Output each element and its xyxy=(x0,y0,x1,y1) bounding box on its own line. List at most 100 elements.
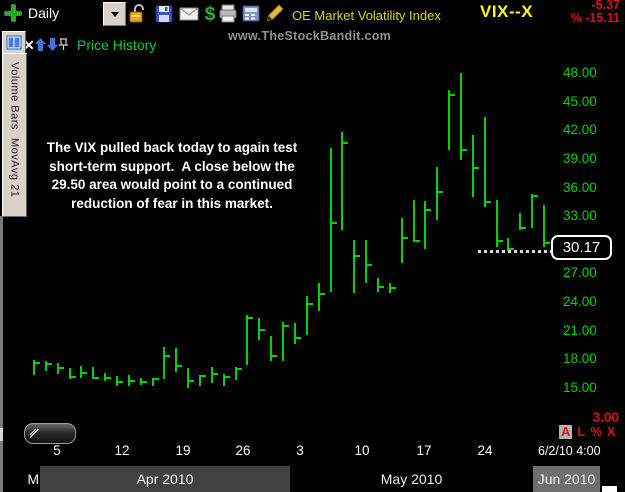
price-bar xyxy=(80,366,82,379)
annotation-line: The VIX pulled back today to again test xyxy=(46,140,298,155)
month-band: M xyxy=(27,471,39,487)
price-bar xyxy=(401,218,403,263)
close-scale-button[interactable]: X xyxy=(606,424,616,439)
close-tick xyxy=(545,242,550,245)
price-bar xyxy=(507,238,509,252)
close-tick xyxy=(260,328,265,331)
close-tick xyxy=(118,381,123,384)
price-bar xyxy=(45,361,47,371)
close-tick xyxy=(521,226,526,229)
tab-volume-bars[interactable]: Volume Bars xyxy=(8,62,21,130)
calculator-icon[interactable] xyxy=(241,3,261,24)
close-tick xyxy=(272,354,277,357)
save-icon[interactable] xyxy=(154,3,174,24)
dollar-icon[interactable]: $ xyxy=(200,3,220,24)
price-bar xyxy=(377,278,379,293)
close-tick xyxy=(47,363,52,366)
panes-button[interactable] xyxy=(2,31,26,54)
close-tick xyxy=(509,247,514,250)
last-bar-timestamp: 6/2/10 4:00 xyxy=(538,444,601,458)
price-bar xyxy=(330,148,332,292)
month-band: Apr 2010 xyxy=(40,466,290,492)
close-tick xyxy=(94,376,99,379)
y-axis-label: 42.00 xyxy=(563,122,597,137)
price-bar xyxy=(187,367,189,388)
price-bar xyxy=(282,322,284,362)
close-tick xyxy=(71,375,76,378)
price-bar xyxy=(92,367,94,380)
close-tick xyxy=(426,209,431,212)
price-bar xyxy=(496,199,498,247)
instrument-title: OE Market Volatility Index xyxy=(292,8,441,23)
close-tick xyxy=(248,317,253,320)
close-tick xyxy=(438,191,443,194)
price-bar xyxy=(258,318,260,341)
close-tick xyxy=(237,367,242,370)
panes-icon xyxy=(6,35,22,50)
close-tick xyxy=(332,221,337,224)
close-tick xyxy=(308,303,313,305)
move-up-icon[interactable] xyxy=(35,38,46,51)
arithmetic-scale-button[interactable]: A xyxy=(559,424,573,439)
y-axis-label: 36.00 xyxy=(563,180,597,195)
indicator-sidebar: Volume Bars MovAvg 21 xyxy=(0,30,28,217)
left-scroll-strip[interactable] xyxy=(0,216,3,492)
main-toolbar: Daily $ xyxy=(0,0,625,28)
close-tick xyxy=(415,240,420,242)
close-tick xyxy=(59,366,64,369)
price-bar xyxy=(472,135,474,197)
close-tick xyxy=(154,378,159,381)
close-tick xyxy=(343,141,348,144)
y-axis-label: 33.00 xyxy=(563,208,597,223)
chart-annotation: The VIX pulled back today to again test … xyxy=(24,139,320,213)
close-tick xyxy=(177,365,182,367)
annotation-line: 29.50 area would point to a continued xyxy=(51,177,293,192)
indicator-tab-strip: Volume Bars MovAvg 21 xyxy=(2,53,27,217)
close-tick xyxy=(35,362,40,365)
mail-icon[interactable] xyxy=(179,3,199,24)
period-label[interactable]: Daily xyxy=(28,5,60,21)
ticker-symbol: VIX--X xyxy=(480,2,534,21)
percent-scale-button[interactable]: % xyxy=(590,424,602,439)
close-tick xyxy=(213,372,218,375)
price-bar xyxy=(116,375,118,387)
price-bar xyxy=(389,283,391,293)
tab-movavg-21[interactable]: MovAvg 21 xyxy=(8,137,21,198)
sidebar-expand-chevron-icon[interactable]: › xyxy=(26,39,30,51)
scale-buttons: A L % X xyxy=(559,425,616,439)
x-axis-label: 26 xyxy=(235,443,251,458)
y-axis-label: 39.00 xyxy=(563,151,597,166)
close-tick xyxy=(189,380,194,383)
resize-corner[interactable] xyxy=(602,486,617,492)
close-tick xyxy=(165,354,170,357)
unlock-icon[interactable] xyxy=(127,3,147,24)
percent-change-icon-label: % -15.11 xyxy=(570,11,620,25)
y-axis-label: 45.00 xyxy=(563,94,597,109)
price-bar xyxy=(294,323,296,345)
close-tick xyxy=(474,167,479,170)
price-bar xyxy=(223,373,225,387)
price-bar xyxy=(211,367,213,384)
close-tick xyxy=(225,375,230,378)
price-bar xyxy=(460,73,462,160)
close-tick xyxy=(391,286,396,289)
add-chart-button[interactable] xyxy=(3,3,23,23)
pin-icon[interactable] xyxy=(58,38,69,50)
print-icon[interactable] xyxy=(218,3,238,24)
month-band: Jun 2010 xyxy=(533,466,600,492)
pencil-icon[interactable] xyxy=(263,3,285,24)
close-pane-icon[interactable]: ✕ xyxy=(23,37,35,53)
close-tick xyxy=(296,337,301,340)
chart-scrollbar-thumb[interactable] xyxy=(24,423,76,444)
move-down-icon[interactable] xyxy=(47,38,58,51)
price-bar xyxy=(365,240,367,283)
price-bar xyxy=(448,90,450,151)
x-axis-label: 12 xyxy=(114,443,130,458)
period-dropdown-button[interactable] xyxy=(103,2,126,26)
y-axis-label: 21.00 xyxy=(563,323,597,338)
price-bar xyxy=(69,367,71,380)
price-bar xyxy=(484,116,486,207)
log-scale-button[interactable]: L xyxy=(577,424,586,439)
